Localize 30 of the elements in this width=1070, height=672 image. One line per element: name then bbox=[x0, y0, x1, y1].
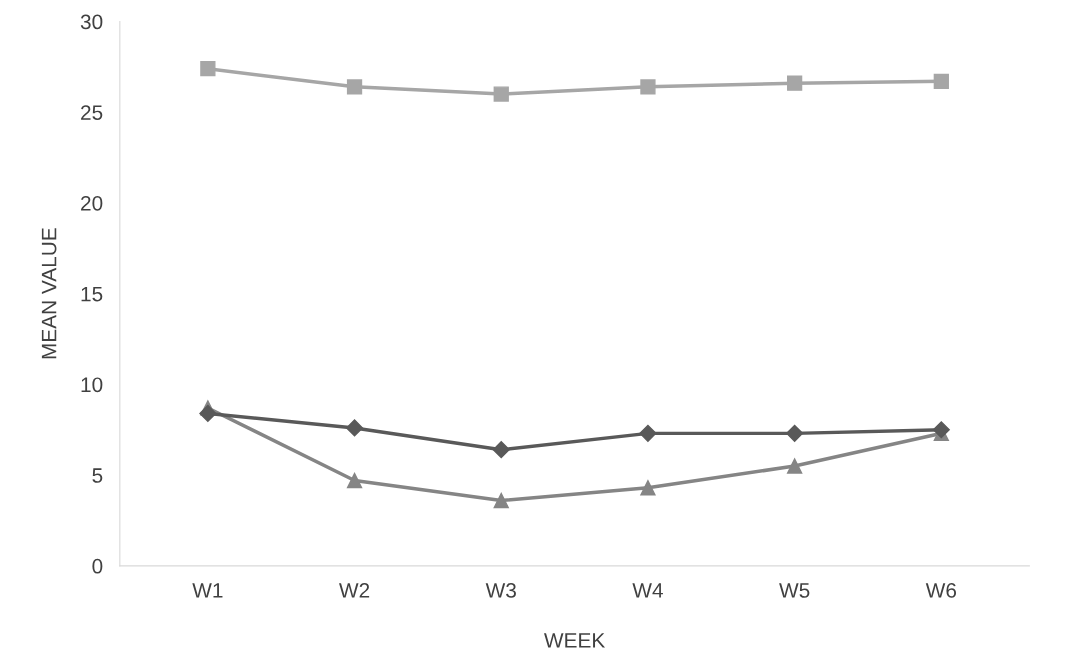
x-axis-title: WEEK bbox=[544, 633, 606, 648]
y-tick-label: 0 bbox=[92, 558, 103, 574]
point bbox=[345, 419, 364, 437]
point bbox=[933, 73, 949, 90]
y-tick-label: 20 bbox=[81, 195, 103, 211]
point bbox=[346, 472, 363, 489]
x-tick-label: W4 bbox=[632, 583, 663, 598]
x-tick-label: W5 bbox=[779, 583, 810, 598]
point bbox=[786, 424, 804, 442]
y-tick-label: 10 bbox=[81, 377, 103, 393]
point bbox=[493, 86, 509, 102]
point bbox=[786, 75, 803, 91]
point bbox=[640, 480, 656, 496]
y-tick-label: 30 bbox=[80, 14, 103, 30]
point bbox=[786, 458, 803, 474]
y-axis-title: MEAN VALUE bbox=[41, 228, 57, 359]
point bbox=[346, 79, 363, 95]
point bbox=[199, 404, 217, 422]
x-tick-label: W1 bbox=[192, 583, 223, 598]
x-tick-label: W2 bbox=[339, 583, 370, 598]
y-tick-label: 15 bbox=[81, 286, 103, 302]
x-tick-label: W3 bbox=[485, 583, 516, 598]
point bbox=[640, 79, 656, 95]
point bbox=[639, 424, 657, 442]
point bbox=[200, 61, 216, 77]
y-tick-label: 25 bbox=[81, 105, 103, 120]
x-tick-label: W6 bbox=[925, 583, 957, 598]
point bbox=[493, 492, 509, 509]
point bbox=[492, 441, 510, 459]
y-tick-label: 5 bbox=[92, 468, 103, 483]
